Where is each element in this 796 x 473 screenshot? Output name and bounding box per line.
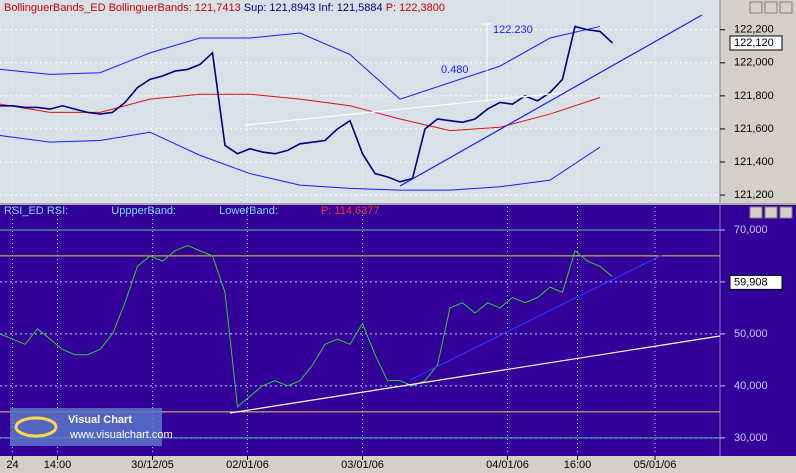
button[interactable]: [749, 206, 763, 219]
top-plot: [0, 0, 720, 203]
x-tick-label: 05/01/06: [634, 459, 677, 471]
last-value-label: 122,120: [734, 37, 774, 49]
x-tick-label: 14:00: [44, 459, 72, 471]
series-line: [0, 25, 601, 100]
y-tick-label: 121,800: [734, 90, 774, 102]
x-tick-label: 04/01/06: [486, 459, 529, 471]
button[interactable]: [764, 206, 778, 219]
trend-line: [229, 335, 721, 414]
x-tick-label: 16:00: [564, 459, 592, 471]
x-tick-label: 02/01/06: [226, 459, 269, 471]
button[interactable]: [779, 1, 793, 14]
watermark: Visual Chart www.visualchart.com: [10, 408, 173, 446]
y-tick-label: 121,200: [734, 189, 774, 201]
y-tick-label: 70,000: [734, 224, 768, 236]
y-tick-label: 121,400: [734, 156, 774, 168]
x-tick-label: 03/01/06: [341, 459, 384, 471]
trend-line: [409, 254, 663, 381]
series-line: [0, 93, 601, 132]
watermark-title: Visual Chart: [68, 414, 132, 426]
button[interactable]: [749, 1, 763, 14]
last-value-box: [729, 274, 783, 290]
button[interactable]: [779, 206, 793, 219]
watermark-url: www.visualchart.com: [69, 429, 173, 441]
watermark-box: [10, 408, 162, 446]
top-layer: 121,200 121,400 121,600 121,800 122,000 122,2…: [0, 2, 783, 201]
annotation: 0.480: [441, 64, 469, 76]
x-tick-label: 30/12/05: [131, 459, 174, 471]
logo: [14, 416, 58, 438]
last-value-label: 59,908: [734, 276, 768, 288]
x-tick-label: 24: [6, 459, 18, 471]
trend-line: [399, 14, 703, 187]
series-line: [0, 131, 601, 191]
y-tick-label: 122,200: [734, 24, 774, 36]
y-tick-label: 122,000: [734, 57, 774, 69]
trend-line: [244, 91, 571, 126]
header: BollinguerBands_ED BollinguerBands: 121,…: [4, 2, 445, 14]
y-tick-label: 30,000: [734, 432, 768, 444]
button[interactable]: [764, 1, 778, 14]
last-value-box: [729, 35, 783, 51]
header: RSI_ED RSI: UppperBand: LowerBand: P: 11…: [4, 205, 379, 217]
y-tick-label: 40,000: [734, 380, 768, 392]
window-buttons: [749, 1, 793, 219]
y-tick-label: 50,000: [734, 328, 768, 340]
series-line: [0, 244, 613, 408]
annotation: 122.230: [493, 24, 533, 36]
series-line: [0, 25, 614, 183]
y-tick-label: 121,600: [734, 123, 774, 135]
